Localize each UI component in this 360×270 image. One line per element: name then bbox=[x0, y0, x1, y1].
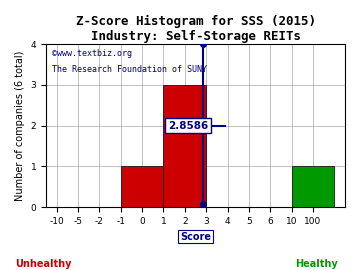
Text: Unhealthy: Unhealthy bbox=[15, 259, 71, 269]
Title: Z-Score Histogram for SSS (2015)
Industry: Self-Storage REITs: Z-Score Histogram for SSS (2015) Industr… bbox=[76, 15, 315, 43]
Text: The Research Foundation of SUNY: The Research Foundation of SUNY bbox=[52, 65, 207, 75]
Y-axis label: Number of companies (6 total): Number of companies (6 total) bbox=[15, 50, 25, 201]
Bar bbox=[292, 167, 334, 207]
Bar bbox=[163, 85, 206, 207]
Bar bbox=[121, 167, 163, 207]
Text: Healthy: Healthy bbox=[296, 259, 338, 269]
Text: ©www.textbiz.org: ©www.textbiz.org bbox=[52, 49, 132, 58]
Text: 2.8586: 2.8586 bbox=[168, 121, 208, 131]
X-axis label: Score: Score bbox=[180, 231, 211, 241]
